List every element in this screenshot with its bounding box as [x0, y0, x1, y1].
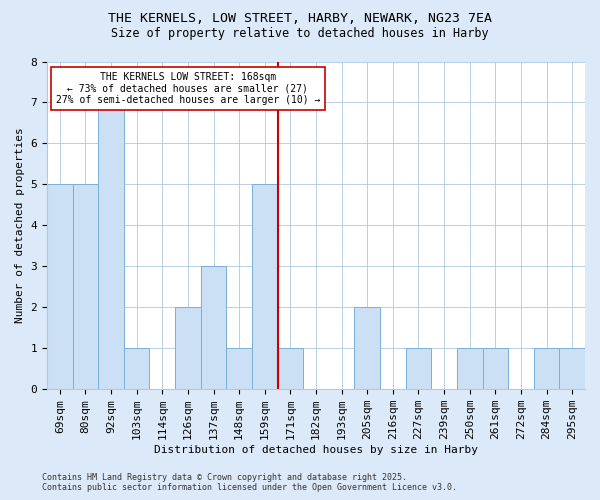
Text: Contains HM Land Registry data © Crown copyright and database right 2025.
Contai: Contains HM Land Registry data © Crown c… — [42, 473, 457, 492]
Bar — [482, 348, 508, 389]
Text: THE KERNELS, LOW STREET, HARBY, NEWARK, NG23 7EA: THE KERNELS, LOW STREET, HARBY, NEWARK, … — [108, 12, 492, 26]
Bar — [534, 348, 559, 389]
Bar — [278, 348, 303, 389]
Bar — [226, 348, 252, 389]
Bar — [98, 102, 124, 389]
Bar — [457, 348, 482, 389]
Text: Size of property relative to detached houses in Harby: Size of property relative to detached ho… — [111, 28, 489, 40]
Bar — [47, 184, 73, 389]
Text: THE KERNELS LOW STREET: 168sqm
← 73% of detached houses are smaller (27)
27% of : THE KERNELS LOW STREET: 168sqm ← 73% of … — [56, 72, 320, 105]
X-axis label: Distribution of detached houses by size in Harby: Distribution of detached houses by size … — [154, 445, 478, 455]
Bar — [73, 184, 98, 389]
Bar — [124, 348, 149, 389]
Bar — [406, 348, 431, 389]
Bar — [175, 308, 201, 389]
Y-axis label: Number of detached properties: Number of detached properties — [15, 128, 25, 323]
Bar — [559, 348, 585, 389]
Bar — [201, 266, 226, 389]
Bar — [252, 184, 278, 389]
Bar — [355, 308, 380, 389]
